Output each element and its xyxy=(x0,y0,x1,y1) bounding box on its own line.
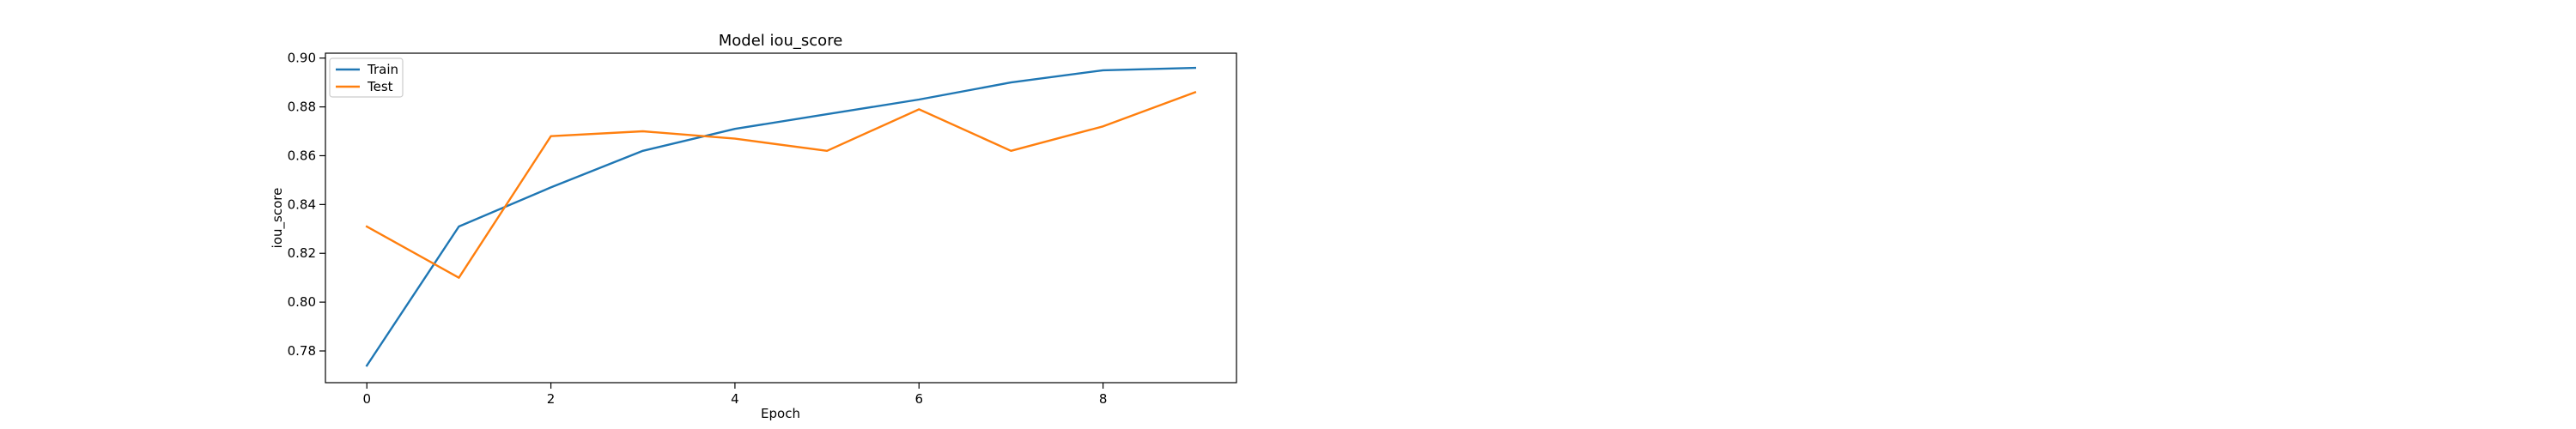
x-tick-label: 2 xyxy=(547,391,556,407)
y-tick-label: 0.88 xyxy=(288,100,316,115)
x-axis: 0 2 4 6 8 xyxy=(362,383,1107,407)
y-tick-label: 0.80 xyxy=(288,294,316,310)
y-tick-label: 0.90 xyxy=(288,51,316,66)
axes-frame xyxy=(325,52,1237,384)
x-axis-label: Epoch xyxy=(761,406,800,421)
x-tick-label: 8 xyxy=(1099,391,1108,407)
chart-title: Model iou_score xyxy=(719,32,843,50)
legend-label-test: Test xyxy=(367,79,393,94)
series-line-train xyxy=(365,66,1197,367)
plot-area xyxy=(325,52,1237,384)
y-tick-label: 0.84 xyxy=(288,196,316,212)
series-line-test xyxy=(365,90,1197,279)
series-layer xyxy=(365,66,1197,367)
y-tick-label: 0.78 xyxy=(288,343,316,359)
y-axis: 0.78 0.80 0.82 0.84 0.86 0.88 0.90 xyxy=(288,51,325,359)
y-tick-label: 0.82 xyxy=(288,245,316,261)
x-tick-label: 0 xyxy=(362,391,371,407)
legend-label-train: Train xyxy=(367,62,398,77)
legend: Train Test xyxy=(329,57,404,98)
y-tick-label: 0.86 xyxy=(288,148,316,163)
x-tick-label: 6 xyxy=(914,391,923,407)
x-tick-label: 4 xyxy=(731,391,739,407)
y-axis-label: iou_score xyxy=(270,188,286,249)
